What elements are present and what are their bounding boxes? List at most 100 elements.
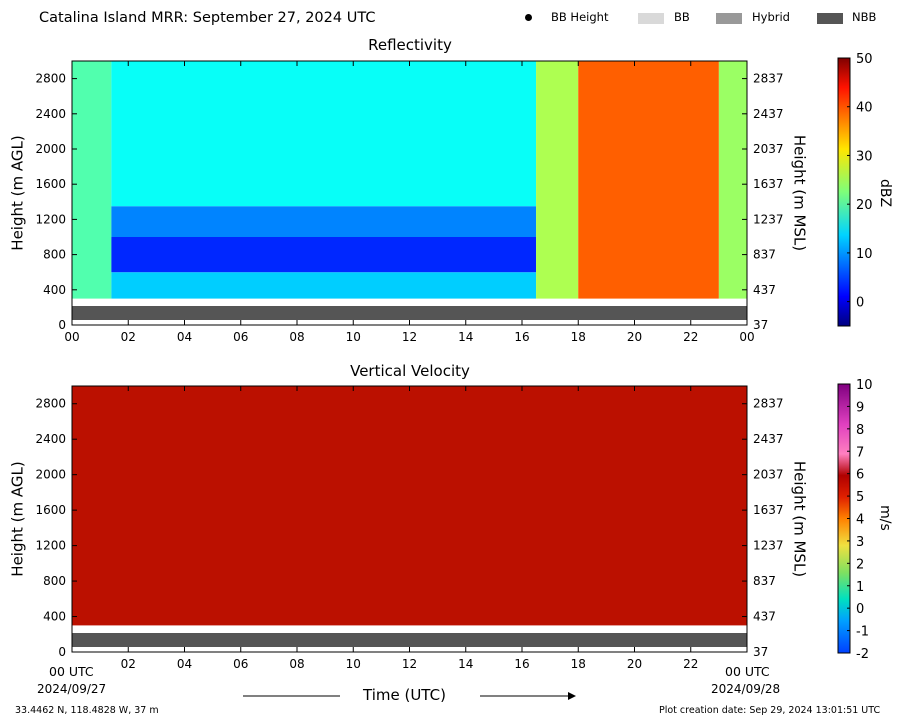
y-tick-label-right: 2437: [753, 432, 784, 446]
nbb-swatch: [817, 13, 843, 24]
y-tick-label-left: 1200: [35, 212, 66, 226]
colorbar-tick-label: 10: [856, 378, 873, 393]
colorbar-tick-label: 10: [856, 247, 873, 262]
y-tick-label-right: 2437: [753, 107, 784, 121]
y-tick-label-right: 1237: [753, 212, 784, 226]
x-end-label: 00 UTC: [725, 664, 770, 679]
x-axis-label: Time (UTC): [363, 686, 446, 704]
x-tick-label: 10: [346, 330, 361, 344]
colorbar-tick-label: 2: [856, 557, 864, 572]
y-tick-label-left: 1200: [35, 539, 66, 553]
heatmap-cell: [72, 386, 747, 626]
x-end-date: 2024/09/28: [711, 682, 781, 696]
x-start-label: 00 UTC: [49, 664, 94, 679]
y-tick-label-left: 2800: [35, 397, 66, 411]
heatmap-cell: [72, 61, 112, 299]
y-tick-label-right: 837: [753, 574, 776, 588]
colorbar-tick-label: 40: [856, 101, 873, 116]
y-tick-label-left: 2000: [35, 468, 66, 482]
colorbar-tick-label: 5: [856, 490, 864, 505]
heatmap-cell: [111, 61, 537, 207]
hybrid-swatch: [716, 13, 742, 24]
legend-label: BB Height: [551, 10, 609, 24]
page-title: Catalina Island MRR: September 27, 2024 …: [39, 10, 376, 26]
x-tick-label: 18: [571, 330, 586, 344]
x-tick-label: 14: [458, 330, 473, 344]
x-tick-label: 10: [346, 657, 361, 671]
y-tick-label-left: 0: [58, 318, 66, 332]
x-tick-label: 20: [627, 330, 642, 344]
chart-title: Reflectivity: [368, 36, 452, 54]
colorbar-tick-label: 0: [856, 296, 864, 311]
y-axis-label-right: Height (m MSL): [790, 460, 809, 578]
y-axis-label-right: Height (m MSL): [790, 134, 809, 252]
arrow-head-icon: [568, 692, 576, 700]
y-tick-label-right: 837: [753, 248, 776, 262]
colorbar-label: dBZ: [877, 178, 893, 208]
colorbar-tick-label: -2: [856, 647, 869, 662]
y-tick-label-right: 37: [753, 645, 768, 659]
bb-height-dot-icon: [525, 14, 532, 21]
bb-swatch: [638, 13, 664, 24]
y-tick-label-left: 800: [43, 248, 66, 262]
heatmap-cell: [718, 61, 747, 299]
y-tick-label-left: 2400: [35, 107, 66, 121]
x-tick-label: 16: [514, 657, 529, 671]
heatmap-cell: [578, 61, 719, 299]
x-tick-label: 22: [683, 330, 698, 344]
legend-label: NBB: [852, 10, 877, 24]
footer-location: 33.4462 N, 118.4828 W, 37 m: [15, 705, 159, 716]
y-tick-label-left: 800: [43, 574, 66, 588]
y-tick-label-left: 400: [43, 283, 66, 297]
y-tick-label-left: 1600: [35, 503, 66, 517]
heatmap-cell: [111, 206, 537, 237]
colorbar-tick-label: 0: [856, 602, 864, 617]
x-tick-label: 04: [177, 330, 192, 344]
colorbar-tick-label: 20: [856, 198, 873, 213]
y-tick-label-right: 1637: [753, 503, 784, 517]
colorbar-tick-label: 9: [856, 400, 864, 415]
legend-label: Hybrid: [752, 10, 790, 24]
footer-creation-date: Plot creation date: Sep 29, 2024 13:01:5…: [659, 705, 881, 716]
y-tick-label-right: 1237: [753, 539, 784, 553]
reflectivity-field: [72, 61, 747, 299]
y-tick-label-right: 37: [753, 318, 768, 332]
y-axis-label-left: Height (m AGL): [8, 135, 27, 251]
x-start-date: 2024/09/27: [37, 682, 107, 696]
x-tick-label: 14: [458, 657, 473, 671]
x-tick-label: 20: [627, 657, 642, 671]
y-tick-label-left: 2400: [35, 432, 66, 446]
x-tick-label: 22: [683, 657, 698, 671]
y-tick-label-left: 0: [58, 645, 66, 659]
x-tick-label: 06: [233, 657, 248, 671]
dbz-colorbar: [837, 57, 851, 327]
nbb-strip: [72, 306, 747, 320]
y-axis-label-left: Height (m AGL): [8, 461, 27, 577]
x-tick-label: 18: [571, 657, 586, 671]
legend-label: BB: [674, 10, 690, 24]
y-tick-label-right: 437: [753, 283, 776, 297]
x-tick-label: 02: [121, 657, 136, 671]
colorbar-tick-label: 1: [856, 580, 864, 595]
x-tick-label: 04: [177, 657, 192, 671]
y-tick-label-right: 2837: [753, 397, 784, 411]
y-tick-label-left: 1600: [35, 177, 66, 191]
x-tick-label: 16: [514, 330, 529, 344]
colorbar-tick-label: 3: [856, 535, 864, 550]
y-tick-label-right: 437: [753, 610, 776, 624]
colorbar-tick-label: 7: [856, 445, 864, 460]
dbz-colorbar-ticks: 0 10 20 30 40 50: [847, 52, 873, 311]
colorbar-tick-label: -1: [856, 625, 869, 640]
chart-title: Vertical Velocity: [350, 362, 470, 380]
y-tick-label-left: 2800: [35, 72, 66, 86]
heatmap-cell: [111, 237, 537, 273]
x-tick-label: 08: [289, 657, 304, 671]
x-tick-label: 12: [402, 330, 417, 344]
heatmap-cell: [111, 272, 537, 299]
heatmap-cell: [536, 61, 579, 299]
x-tick-label: 00: [64, 330, 79, 344]
y-tick-label-right: 2037: [753, 468, 784, 482]
y-tick-label-right: 2037: [753, 142, 784, 156]
